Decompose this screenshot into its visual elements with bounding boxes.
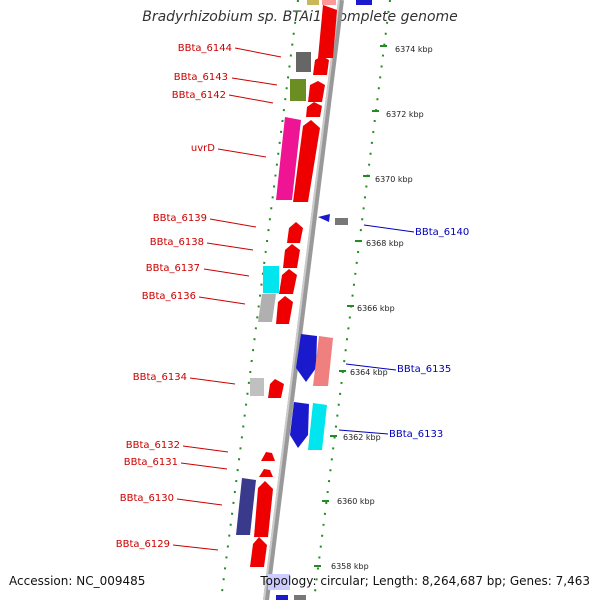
gene-label: BBta_6130 — [120, 493, 174, 504]
tick-label: 6370 kbp — [375, 175, 413, 184]
forward-gene-labels: BBta_6140 BBta_6135 BBta_6133 — [389, 227, 469, 440]
reverse-gene-labels: BBta_6144 BBta_6143 BBta_6142 uvrD BBta_… — [116, 43, 232, 550]
tick-label: 6360 kbp — [337, 497, 375, 506]
gene-label: BBta_6132 — [126, 440, 180, 451]
gene-arrow-bbta-6139 — [287, 222, 303, 243]
tick-labels: 6374 kbp 6372 kbp 6370 kbp 6368 kbp 6366… — [331, 45, 433, 571]
gene-block-gray-small — [335, 218, 348, 225]
gene-block-magenta — [276, 117, 301, 200]
gene-block-olive-green — [290, 79, 306, 101]
tick-label: 6358 kbp — [331, 562, 369, 571]
gene-block-pink — [313, 336, 333, 386]
gene-arrow-bbta-6130 — [254, 481, 273, 537]
gene-arrow-small — [313, 56, 329, 75]
leader-line — [217, 148, 267, 158]
gene-block-gray — [296, 52, 311, 72]
gene-arrow-bbta-6134 — [268, 379, 284, 398]
gene-block-navy — [236, 478, 256, 535]
map-title: Bradyrhizobium sp. BTAi1, complete genom… — [142, 9, 458, 25]
gene-block-gray-6134 — [250, 378, 264, 396]
gene-label: BBta_6136 — [142, 291, 196, 302]
gene-block-gray-light — [258, 294, 276, 322]
gene-block-salmon-top — [322, 0, 336, 5]
leader-line — [180, 462, 228, 470]
leader-line — [206, 242, 254, 251]
gene-label: BBta_6142 — [172, 90, 226, 101]
gene-label: BBta_6131 — [124, 457, 178, 468]
gene-label: BBta_6139 — [153, 213, 207, 224]
leader-line — [172, 544, 219, 551]
tick-label: 6366 kbp — [357, 304, 395, 313]
gene-label: BBta_6137 — [146, 263, 200, 274]
genome-stats-text: Topology: circular; Length: 8,264,687 bp… — [260, 574, 590, 588]
gene-block-gray-bottom — [294, 595, 306, 600]
leader-line — [189, 377, 236, 385]
tick-label: 6368 kbp — [366, 239, 404, 248]
outer-dotted-track-right — [313, 0, 391, 600]
gene-arrow-bbta-6138 — [283, 244, 300, 268]
leader-line — [182, 445, 229, 453]
gene-arrow-bbta-6135 — [296, 334, 317, 382]
gene-label: BBta_6143 — [174, 72, 228, 83]
tick-marks — [314, 45, 387, 567]
gene-arrow-bbta-6131 — [259, 469, 273, 477]
tick-label: 6374 kbp — [395, 45, 433, 54]
backbone — [263, 0, 344, 600]
gene-arrow-bbta-6136 — [276, 296, 293, 324]
gene-arrow-bbta-6132 — [261, 452, 275, 461]
gene-arrow-bbta-6140 — [318, 214, 330, 222]
leader-line — [231, 77, 278, 86]
gene-label: uvrD — [191, 143, 215, 154]
gene-label: BBta_6135 — [397, 364, 451, 375]
backbone-highlight — [263, 0, 340, 600]
gene-block-cyan — [263, 266, 279, 293]
leader-line — [338, 429, 389, 435]
gene-label: BBta_6134 — [133, 372, 187, 383]
leader-line — [203, 268, 250, 277]
gene-arrow-bbta-6137 — [279, 269, 297, 294]
gene-block-blue-bottom — [276, 595, 288, 600]
accession-text: Accession: NC_009485 — [9, 574, 146, 588]
leader-line — [234, 47, 282, 58]
gene-block-cyan-6133 — [308, 403, 327, 450]
gene-block-forward-top — [356, 0, 372, 5]
gene-label: BBta_6133 — [389, 429, 443, 440]
leader-line — [363, 224, 415, 233]
tick-label: 6364 kbp — [350, 368, 388, 377]
forward-leader-lines — [338, 224, 415, 435]
leader-line — [228, 94, 274, 104]
reverse-leader-lines — [172, 47, 282, 551]
gene-arrow-bbta-6133 — [290, 402, 309, 448]
leader-line — [176, 498, 223, 506]
gene-label: BBta_6140 — [415, 227, 469, 238]
leader-line — [198, 296, 246, 305]
gene-arrow-bbta-6142-b — [306, 102, 322, 117]
leader-line — [209, 218, 257, 228]
gene-block-lavender — [268, 574, 290, 590]
gene-arrow-bbta-6129 — [250, 537, 267, 567]
leader-line — [345, 363, 397, 371]
gene-label: BBta_6138 — [150, 237, 204, 248]
gene-label: BBta_6144 — [178, 43, 232, 54]
outer-dotted-track-left — [220, 0, 299, 600]
gene-arrow-bbta-6142 — [308, 81, 325, 102]
gene-block-olive — [307, 0, 319, 5]
gene-arrow-bbta-6144 — [318, 5, 337, 58]
tick-label: 6362 kbp — [343, 433, 381, 442]
tick-label: 6372 kbp — [386, 110, 424, 119]
gene-arrow-uvrd — [293, 120, 320, 202]
gene-label: BBta_6129 — [116, 539, 170, 550]
